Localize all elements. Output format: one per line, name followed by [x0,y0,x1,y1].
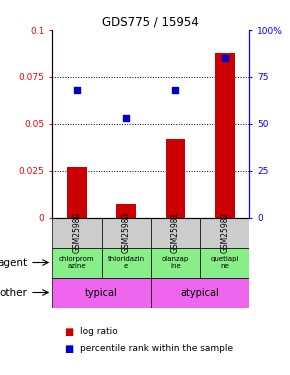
Bar [166,139,185,218]
Text: GSM25982: GSM25982 [220,212,229,253]
Text: ■: ■ [64,327,73,337]
Point [124,115,128,121]
Bar [102,217,151,248]
Text: log ratio: log ratio [80,327,117,336]
Bar [67,167,87,218]
Text: quetiapi
ne: quetiapi ne [211,256,239,269]
Bar [116,204,136,218]
Text: GSM25981: GSM25981 [171,212,180,253]
Text: percentile rank within the sample: percentile rank within the sample [80,344,233,353]
Bar [52,278,151,308]
Text: thioridazin
e: thioridazin e [108,256,145,269]
Text: typical: typical [85,288,118,297]
Bar [215,53,235,217]
Point [173,87,178,93]
Bar [151,278,249,308]
Text: GSM25983: GSM25983 [122,212,131,253]
Point [75,87,79,93]
Bar [52,248,102,278]
Text: chlorprom
azine: chlorprom azine [59,256,95,269]
Text: atypical: atypical [181,288,220,297]
Bar [200,217,249,248]
Bar [52,217,102,248]
Bar [102,248,151,278]
Bar [200,248,249,278]
Bar [151,248,200,278]
Text: olanzap
ine: olanzap ine [162,256,189,269]
Bar [151,217,200,248]
Text: other: other [0,288,28,297]
Point [222,55,227,61]
Text: GSM25980: GSM25980 [72,212,81,253]
Title: GDS775 / 15954: GDS775 / 15954 [102,16,199,29]
Text: agent: agent [0,258,28,267]
Text: ■: ■ [64,344,73,354]
